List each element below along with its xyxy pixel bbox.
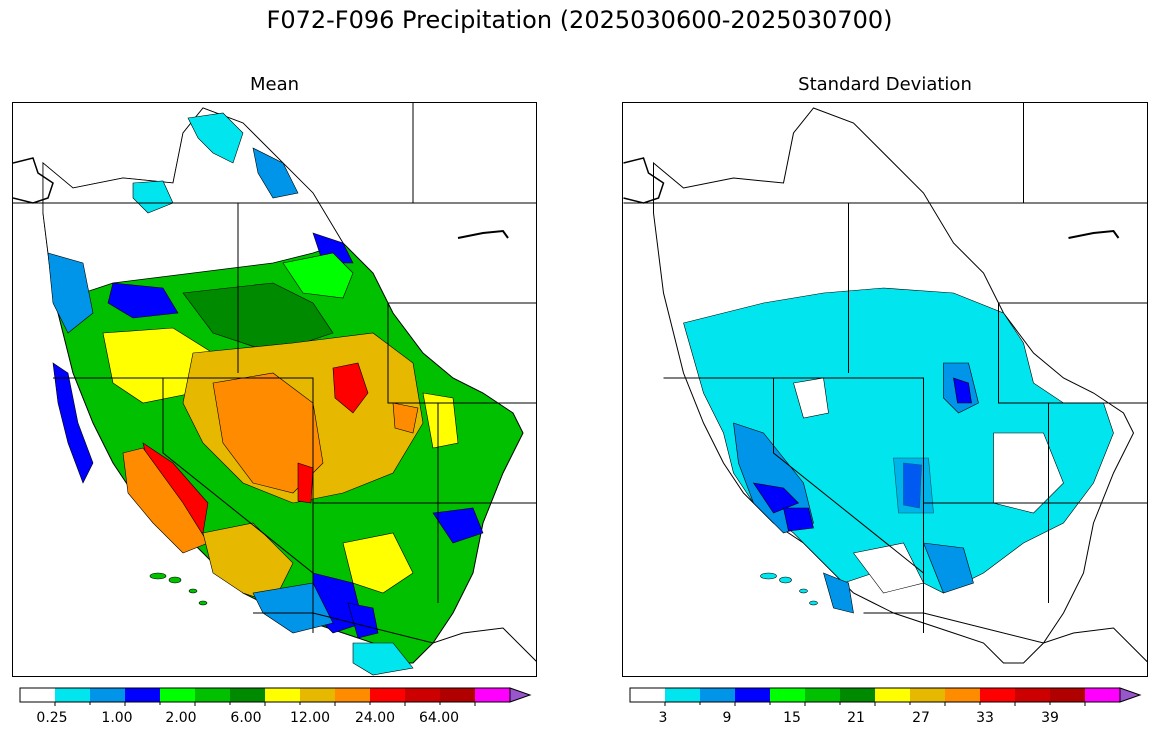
- stddev-colorbar-segment: [770, 688, 806, 702]
- stddev-lake: [1068, 229, 1120, 239]
- stddev-colorbar-segment: [1085, 688, 1121, 702]
- stddev-coastline-nw: [623, 157, 665, 204]
- mean-red-center: [297, 462, 314, 504]
- mean-blue-ne: [252, 147, 299, 199]
- stddev-lightblue-center: [893, 457, 934, 514]
- mean-panel-title: Mean: [249, 74, 300, 95]
- stddev-colorbar-extend-arrow: [1119, 687, 1142, 703]
- stddev-colorbar-segment: [910, 688, 946, 702]
- stddev-panel-title: Standard Deviation: [798, 74, 972, 95]
- stddev-tick-label: 3: [658, 710, 668, 726]
- mean-colorbar-segment: [20, 688, 56, 702]
- stddev-colorbar-segment: [735, 688, 771, 702]
- mean-colorbar-svg: [19, 687, 532, 706]
- mean-colorbar-segment: [335, 688, 371, 702]
- mean-blue-se: [432, 507, 484, 544]
- stddev-map-svg: [623, 103, 1147, 664]
- mean-colorbar-segment: [230, 688, 266, 702]
- mean-colorbar: [19, 687, 532, 706]
- mean-cyan-s: [352, 642, 414, 676]
- stddev-colorbar-segment: [945, 688, 981, 702]
- stddev-tick-label: 27: [912, 710, 930, 726]
- mean-tick-label: 12.00: [289, 710, 331, 726]
- stddev-tick-label: 9: [722, 710, 732, 726]
- stddev-lightblue-coast: [823, 572, 854, 614]
- stddev-blue-sw2: [752, 482, 800, 514]
- mean-colorbar-segment: [125, 688, 161, 702]
- stddev-islands: [760, 572, 818, 606]
- mean-map-svg: [13, 103, 536, 676]
- mean-darkgreen-1: [182, 282, 334, 354]
- stddev-colorbar-segment: [700, 688, 736, 702]
- stddev-colorbar-segment: [1015, 688, 1051, 702]
- mean-colorbar-extend-arrow: [509, 687, 532, 703]
- mean-colorbar-segment: [160, 688, 196, 702]
- mean-colorbar-segment: [265, 688, 301, 702]
- mean-colorbar-segment: [405, 688, 441, 702]
- stddev-colorbar-segment: [665, 688, 701, 702]
- stddev-colorbar-segment: [875, 688, 911, 702]
- stddev-lightblue-s: [923, 542, 974, 594]
- stddev-tick-label: 39: [1041, 710, 1059, 726]
- stddev-state-borders: [623, 103, 1147, 663]
- mean-islands: [149, 572, 208, 606]
- mean-red-ne: [332, 362, 369, 414]
- stddev-blue-s: [783, 507, 814, 532]
- mean-blue-n2: [107, 282, 179, 319]
- mean-tick-label: 64.00: [418, 710, 460, 726]
- mean-green-ne: [282, 252, 354, 299]
- mean-cyan-coast: [47, 252, 94, 334]
- mean-tick-label: 2.00: [165, 710, 197, 726]
- stddev-colorbar-segment: [805, 688, 841, 702]
- stddev-colorbar-segment: [630, 688, 666, 702]
- mean-map: [12, 102, 537, 677]
- mean-colorbar-segment: [195, 688, 231, 702]
- mean-lake: [457, 229, 509, 239]
- stddev-colorbar-segment: [980, 688, 1016, 702]
- stddev-colorbar-segment: [840, 688, 876, 702]
- stddev-tick-label: 33: [976, 710, 994, 726]
- stddev-colorbar-svg: [629, 687, 1142, 706]
- mean-tick-label: 0.25: [36, 710, 68, 726]
- mean-colorbar-segment: [90, 688, 126, 702]
- mean-colorbar-segment: [440, 688, 476, 702]
- mean-tick-label: 6.00: [230, 710, 262, 726]
- mean-blue-ss: [347, 602, 379, 639]
- mean-colorbar-segment: [55, 688, 91, 702]
- stddev-darkblue-ne: [953, 377, 972, 404]
- figure-title: F072-F096 Precipitation (2025030600-2025…: [266, 6, 893, 34]
- mean-orange-e: [392, 402, 419, 434]
- mean-yellow-se: [342, 532, 414, 594]
- mean-orange-sw: [122, 447, 209, 554]
- stddev-tick-label: 15: [783, 710, 801, 726]
- mean-colorbar-segment: [300, 688, 336, 702]
- mean-blue-coast: [52, 362, 94, 484]
- mean-coastline-nw: [13, 157, 54, 204]
- mean-tick-label: 1.00: [101, 710, 133, 726]
- mean-cyan-nw: [132, 180, 174, 214]
- stddev-colorbar-segment: [1050, 688, 1086, 702]
- mean-state-borders: [13, 103, 536, 662]
- stddev-white-hole-1: [793, 377, 829, 419]
- mean-tick-label: 24.00: [354, 710, 396, 726]
- mean-yellow-e: [422, 392, 459, 449]
- stddev-map: [622, 102, 1148, 677]
- mean-colorbar-segment: [475, 688, 511, 702]
- mean-cyan-north: [187, 112, 244, 164]
- stddev-colorbar: [629, 687, 1142, 706]
- mean-colorbar-segment: [370, 688, 406, 702]
- stddev-tick-label: 21: [847, 710, 865, 726]
